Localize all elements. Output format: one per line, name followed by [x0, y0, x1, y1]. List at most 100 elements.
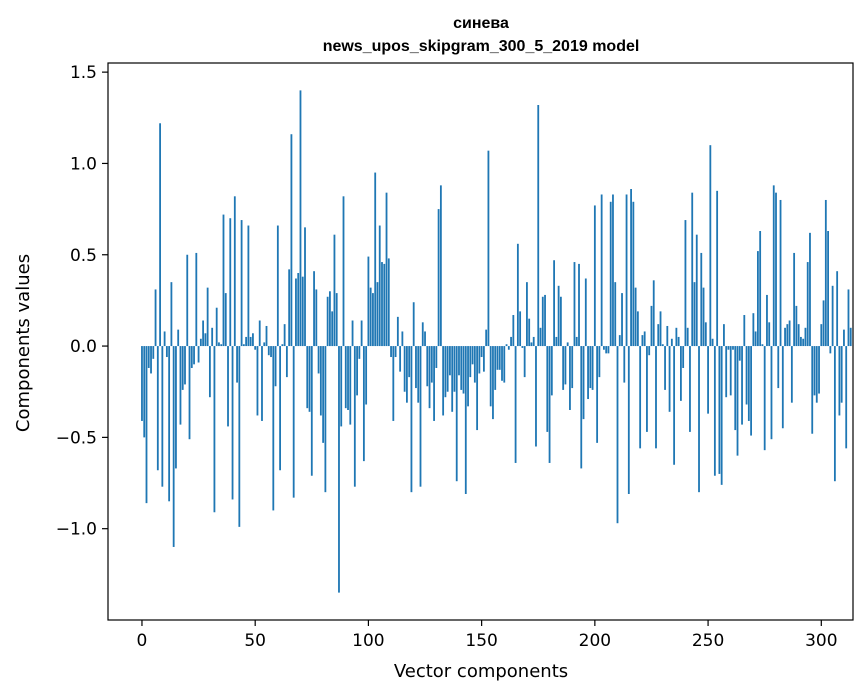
bar — [242, 344, 245, 347]
bar — [514, 346, 517, 463]
bar — [709, 145, 712, 347]
bar — [829, 346, 832, 354]
bar — [376, 282, 379, 347]
bar — [315, 289, 318, 347]
bar — [566, 342, 569, 347]
bar — [163, 331, 166, 347]
bar — [813, 346, 816, 396]
bar — [387, 258, 390, 347]
bar — [415, 346, 417, 389]
bar — [417, 346, 420, 403]
bar — [252, 333, 254, 347]
bar — [356, 346, 358, 396]
chart-title: синева — [453, 15, 509, 32]
bar — [295, 278, 297, 347]
bar — [673, 346, 676, 465]
bar — [811, 346, 814, 434]
bar — [401, 331, 404, 347]
bar — [279, 346, 281, 471]
bar — [347, 346, 349, 410]
bar — [539, 327, 542, 347]
bar — [818, 346, 820, 394]
bar — [498, 346, 501, 370]
bar — [512, 315, 515, 347]
bar — [840, 346, 843, 403]
bar — [677, 336, 680, 347]
bar — [285, 346, 288, 378]
bar — [487, 150, 490, 347]
bar — [319, 346, 322, 416]
bar — [263, 342, 266, 347]
bar — [362, 346, 365, 462]
bar — [310, 346, 313, 476]
bar — [358, 346, 361, 359]
bar — [614, 282, 617, 347]
bar — [222, 214, 225, 347]
bar — [707, 346, 709, 414]
bar — [510, 336, 512, 347]
bar — [831, 285, 834, 347]
bar — [646, 346, 648, 432]
bar — [177, 329, 180, 347]
bar — [437, 209, 440, 347]
bar — [421, 322, 424, 347]
bar — [150, 346, 152, 374]
x-axis-label: Vector components — [394, 661, 568, 682]
bar — [306, 346, 309, 409]
bar — [464, 346, 467, 494]
bar — [535, 346, 537, 447]
bar — [270, 346, 272, 358]
bar — [546, 346, 549, 432]
bar — [806, 262, 809, 347]
bar — [716, 190, 719, 347]
bar — [657, 324, 660, 347]
bar — [593, 205, 596, 347]
bar — [396, 316, 399, 347]
bar — [281, 344, 284, 347]
bar — [772, 185, 775, 347]
bar — [516, 243, 519, 347]
bar — [204, 333, 207, 347]
bar — [612, 194, 614, 347]
bar — [505, 344, 508, 347]
bar — [845, 346, 848, 449]
bar — [195, 252, 198, 347]
bar — [410, 346, 413, 493]
bar — [605, 346, 608, 354]
y-axis-label: Components values — [13, 254, 34, 432]
bar — [220, 344, 223, 347]
bar — [713, 346, 716, 476]
bar — [331, 311, 334, 347]
bar — [455, 346, 458, 482]
bar — [283, 324, 286, 347]
bar — [655, 346, 657, 449]
bar — [836, 271, 839, 347]
bar — [634, 287, 637, 347]
bar — [369, 287, 372, 347]
bar — [161, 346, 164, 487]
bar — [564, 346, 567, 385]
bar — [233, 196, 236, 347]
bar — [261, 346, 263, 421]
bar — [650, 305, 653, 347]
bar — [236, 346, 238, 383]
bar — [238, 346, 241, 527]
bar — [797, 324, 800, 347]
bar — [503, 346, 506, 383]
x-tick-label: 150 — [465, 631, 497, 651]
bar — [596, 346, 599, 443]
bar — [750, 346, 752, 436]
bar — [458, 346, 460, 376]
bar — [621, 293, 623, 347]
bar — [795, 305, 798, 347]
bar — [206, 287, 209, 347]
bar — [476, 346, 479, 431]
bar — [584, 278, 587, 347]
bar — [378, 225, 381, 347]
bar — [329, 291, 331, 347]
bar — [428, 346, 431, 409]
bar — [555, 336, 558, 347]
bar — [467, 346, 469, 407]
bar — [695, 234, 698, 347]
bar — [788, 320, 791, 347]
